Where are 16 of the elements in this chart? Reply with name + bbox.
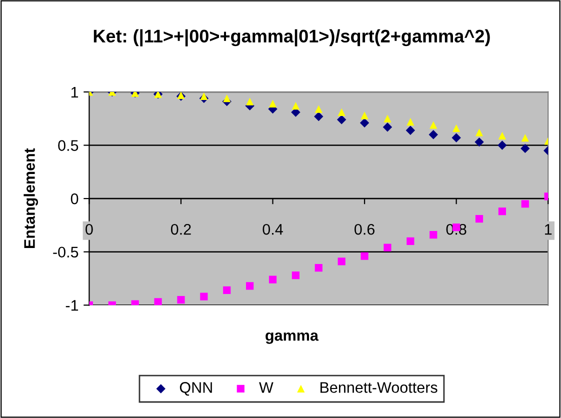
x-tick-label: 1 — [545, 224, 552, 235]
legend-label: Bennett-Wootters — [320, 382, 438, 393]
y-tick-label: -0.5 — [53, 246, 78, 258]
y-tick-label: 0 — [70, 193, 78, 204]
x-tick-label: 0 — [86, 224, 93, 235]
legend-label: QNN — [180, 382, 212, 396]
y-tick-label: 0.5 — [58, 140, 78, 151]
x-tick-label: 0.6 — [354, 224, 374, 235]
y-tick-label: 1 — [71, 86, 78, 98]
y-tick-label: -1 — [66, 300, 78, 311]
x-axis-title: gamma — [266, 332, 319, 344]
x-tick-label: 0.2 — [170, 224, 191, 235]
y-axis-title: Entanglement — [24, 148, 38, 248]
chart-title: Ket: (|11>+|00>+gamma|01>)/sqrt(2+gamma^2) — [94, 29, 490, 46]
x-tick-label: 0.4 — [262, 224, 283, 235]
legend-label: W — [259, 382, 274, 393]
